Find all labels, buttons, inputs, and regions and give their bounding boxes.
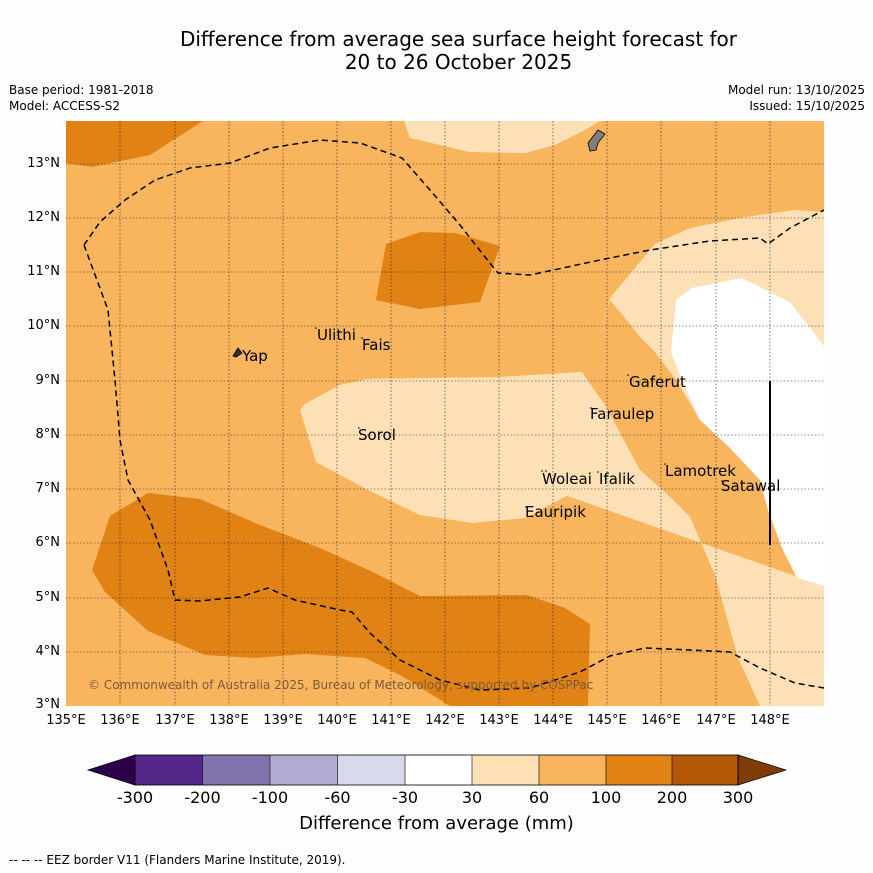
meta-right: Model run: 13/10/2025 Issued: 15/10/2025 — [728, 82, 865, 114]
cb-seg-1 — [135, 755, 203, 785]
place-lamotrek: Lamotrek — [665, 462, 736, 480]
lat-label-7: 7°N — [35, 481, 61, 496]
cb-tick-7: 60 — [528, 788, 550, 807]
lat-label-9: 9°N — [35, 373, 61, 388]
place-fais: Fais — [362, 336, 391, 354]
title-line-1: Difference from average sea surface heig… — [179, 27, 738, 51]
colorbar-label: Difference from average (mm) — [299, 813, 574, 834]
cb-tick-9: 200 — [656, 788, 688, 807]
band-100-200-south — [92, 493, 590, 706]
lon-label-141: 141°E — [371, 713, 411, 728]
cb-tick-8: 100 — [590, 788, 622, 807]
lon-label-140: 140°E — [317, 713, 357, 728]
colorbar — [86, 754, 788, 786]
lat-label-4: 4°N — [35, 644, 61, 659]
lon-label-137: 137°E — [155, 713, 195, 728]
cb-seg-9 — [672, 755, 738, 785]
model-name: Model: ACCESS-S2 — [9, 99, 121, 113]
cb-seg-6 — [472, 755, 539, 785]
lon-label-135: 135°E — [46, 713, 86, 728]
lon-label-144: 144°E — [533, 713, 573, 728]
cb-high-extend — [737, 754, 788, 786]
lat-label-5: 5°N — [35, 590, 61, 605]
place-sorol: Sorol — [358, 426, 396, 444]
lon-label-143: 143°E — [479, 713, 519, 728]
band-neutral-east — [671, 278, 824, 586]
cb-seg-5 — [405, 755, 472, 785]
lon-label-139: 139°E — [263, 713, 303, 728]
lon-label-138: 138°E — [209, 713, 249, 728]
lat-label-3: 3°N — [35, 697, 61, 712]
cb-tick-4: -60 — [324, 788, 351, 807]
lat-label-13: 13°N — [27, 156, 60, 171]
cb-seg-8 — [606, 755, 672, 785]
place-ulithi: Ulithi — [317, 326, 356, 344]
cb-tick-2: -200 — [184, 788, 221, 807]
cb-tick-3: -100 — [251, 788, 289, 807]
lat-label-12: 12°N — [27, 210, 60, 225]
band-30-60-west — [300, 372, 635, 523]
issued-date: Issued: 15/10/2025 — [749, 99, 865, 113]
cb-tick-1: -300 — [116, 788, 154, 807]
yap-island — [232, 347, 243, 358]
eez-footnote: -- -- -- EEZ border V11 (Flanders Marine… — [9, 853, 346, 867]
lon-label-142: 142°E — [425, 713, 465, 728]
model-run: Model run: 13/10/2025 — [727, 83, 865, 97]
band-30-60-top — [404, 121, 600, 153]
lon-label-146: 146°E — [641, 713, 681, 728]
copyright-text: © Commonwealth of Australia 2025, Bureau… — [88, 678, 594, 692]
cb-low-extend — [86, 754, 136, 786]
band-100-200-north — [376, 232, 500, 309]
lon-label-136: 136°E — [100, 713, 140, 728]
place-ifalik: Ifalik — [599, 470, 635, 488]
cb-seg-3 — [270, 755, 338, 785]
island-dots — [315, 327, 723, 508]
lon-label-148: 148°E — [750, 713, 790, 728]
place-gaferut: Gaferut — [629, 373, 686, 391]
lat-label-8: 8°N — [35, 427, 61, 442]
cb-tick-6: 30 — [461, 788, 483, 807]
place-yap: Yap — [242, 347, 268, 365]
place-woleai: Woleai — [542, 470, 592, 488]
eez-border — [83, 139, 824, 691]
cb-tick-10: 300 — [722, 788, 754, 807]
cb-tick-5: -30 — [391, 788, 419, 807]
graticule — [66, 121, 824, 706]
cb-seg-4 — [337, 755, 405, 785]
cb-seg-7 — [539, 755, 606, 785]
map-title: Difference from average sea surface heig… — [0, 28, 873, 74]
place-eauripik: Eauripik — [525, 503, 586, 521]
lat-label-10: 10°N — [27, 318, 60, 333]
lat-label-6: 6°N — [35, 535, 61, 550]
guam-island — [587, 129, 606, 152]
meta-left: Base period: 1981-2018 Model: ACCESS-S2 — [9, 82, 154, 114]
place-satawal: Satawal — [721, 477, 781, 495]
band-100-200-nw — [66, 121, 203, 167]
place-faraulep: Faraulep — [590, 405, 655, 423]
base-period: Base period: 1981-2018 — [9, 83, 154, 97]
lon-label-145: 145°E — [587, 713, 627, 728]
cb-seg-2 — [202, 755, 270, 785]
lon-label-147: 147°E — [696, 713, 736, 728]
lat-label-11: 11°N — [27, 264, 60, 279]
title-line-2: 20 to 26 October 2025 — [344, 50, 573, 74]
